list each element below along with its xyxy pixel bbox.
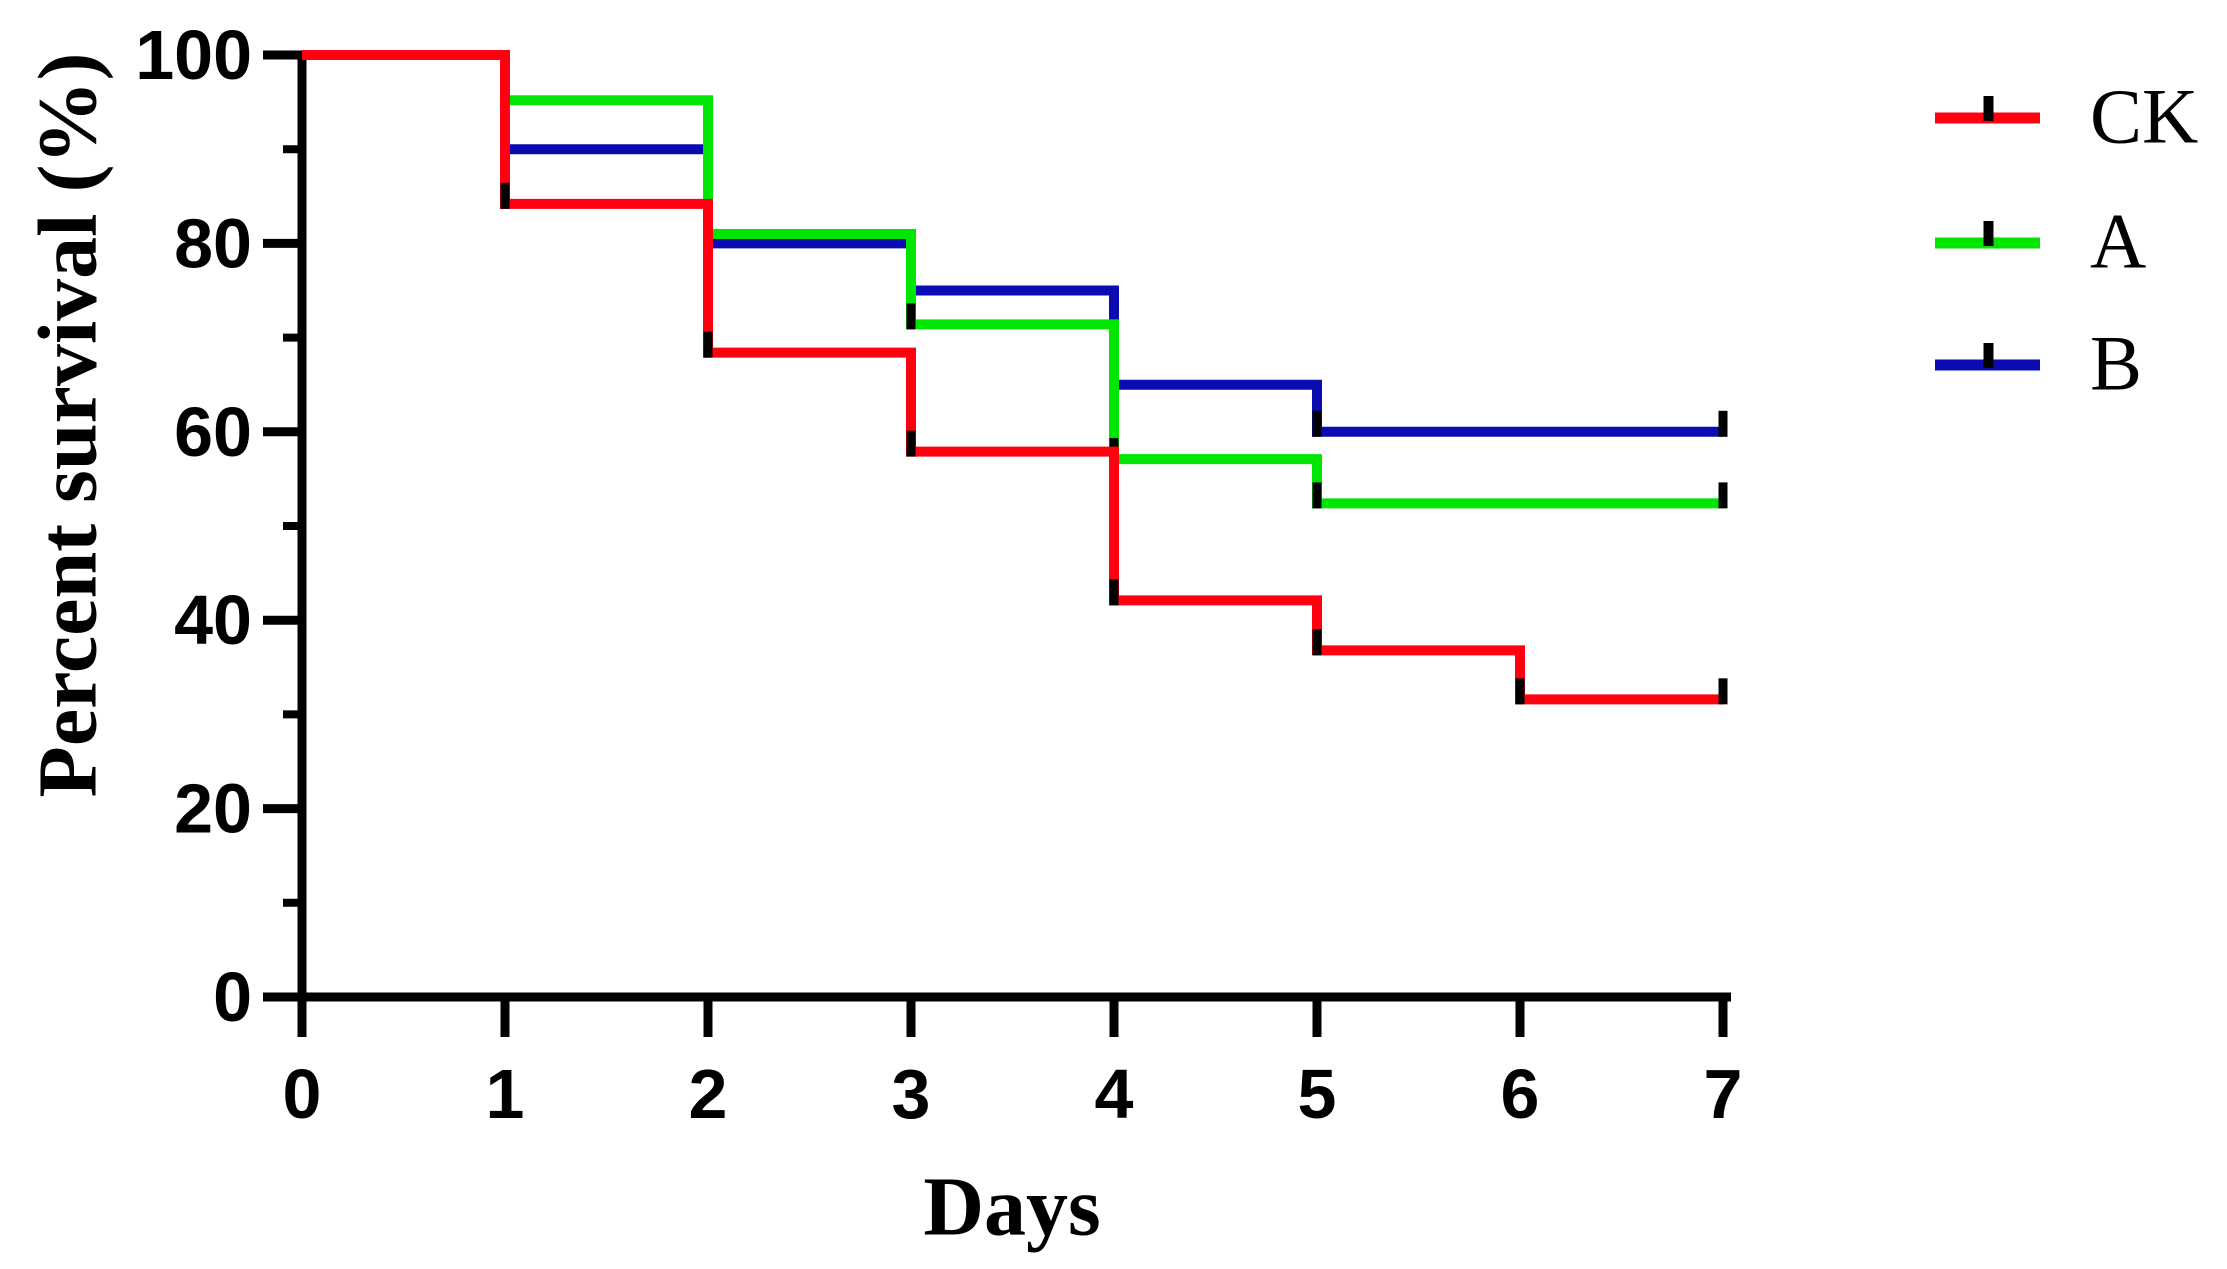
x-tick-label: 5 bbox=[1298, 1055, 1337, 1133]
y-tick-label: 0 bbox=[213, 958, 252, 1036]
censor-tick-ck bbox=[703, 331, 713, 358]
legend-censor-tick-a bbox=[1983, 221, 1994, 246]
series-ck bbox=[302, 50, 1728, 705]
x-tick-label: 1 bbox=[486, 1055, 525, 1133]
y-axis-title: Percent survival (%) bbox=[22, 53, 115, 798]
y-tick-label: 20 bbox=[174, 770, 252, 848]
x-tick-label: 3 bbox=[892, 1055, 931, 1133]
legend-item-ck: CK bbox=[1935, 73, 2198, 160]
y-tick-label: 100 bbox=[135, 16, 252, 94]
x-tick-label: 7 bbox=[1704, 1055, 1743, 1133]
censor-tick-a bbox=[906, 303, 916, 330]
censor-tick-ck bbox=[500, 182, 510, 209]
censor-tick-ck bbox=[906, 430, 916, 457]
survival-curve-b bbox=[302, 50, 1723, 437]
legend-layer: CK AB bbox=[1935, 73, 2198, 407]
legend-censor-tick-b bbox=[1983, 343, 1994, 368]
series-a bbox=[302, 50, 1728, 509]
legend-item-b: B bbox=[1935, 320, 2142, 407]
x-tick-label: 6 bbox=[1501, 1055, 1540, 1133]
legend-censor-tick-ck bbox=[1983, 96, 1994, 121]
y-tick-label: 80 bbox=[174, 204, 252, 282]
censor-tick-b bbox=[1718, 410, 1728, 437]
legend-item-a: A bbox=[1935, 198, 2146, 285]
censor-tick-ck bbox=[1109, 579, 1119, 606]
x-tick-label: 2 bbox=[689, 1055, 728, 1133]
curves-layer bbox=[302, 50, 1728, 705]
y-tick-label: 40 bbox=[174, 581, 252, 659]
axes-layer: 0 1 2 3 4 5 6 7 0 20 40 60 80 100 bbox=[135, 16, 1742, 1133]
censor-tick-ck bbox=[1515, 678, 1525, 705]
x-tick-label: 4 bbox=[1095, 1055, 1134, 1133]
x-tick-label: 0 bbox=[283, 1055, 322, 1133]
legend-label-a: A bbox=[2090, 198, 2146, 285]
censor-tick-ck bbox=[1312, 629, 1322, 656]
censor-tick-a bbox=[1718, 482, 1728, 509]
series-b bbox=[302, 50, 1728, 437]
censor-tick-a bbox=[1312, 482, 1322, 509]
legend-label-b: B bbox=[2090, 320, 2142, 407]
x-axis-title: Days bbox=[923, 1161, 1100, 1254]
censor-tick-b bbox=[1312, 410, 1322, 437]
legend-label-ck: CK bbox=[2090, 73, 2198, 160]
y-tick-label: 60 bbox=[174, 393, 252, 471]
censor-tick-ck bbox=[1718, 678, 1728, 705]
survival-curve-ck bbox=[302, 50, 1723, 705]
